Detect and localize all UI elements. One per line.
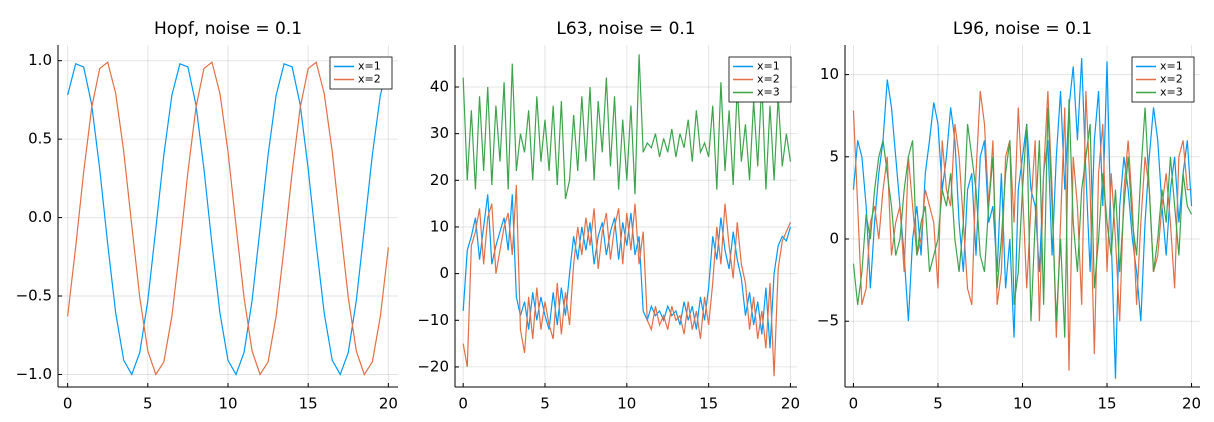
legend-label: x=3	[757, 86, 780, 99]
x-tick-label: 20	[1182, 395, 1201, 413]
chart-title: Hopf, noise = 0.1	[154, 19, 302, 39]
y-tick-label: −10	[417, 311, 449, 329]
y-tick-label: −5	[817, 312, 839, 330]
series-line	[67, 63, 389, 376]
x-tick-label: 0	[849, 395, 859, 413]
y-tick-label: 1.0	[28, 51, 52, 69]
x-tick-label: 0	[63, 395, 73, 413]
y-tick-label: 40	[430, 77, 449, 95]
series-line	[462, 184, 791, 377]
y-tick-label: −20	[417, 357, 449, 375]
x-tick-label: 20	[781, 395, 800, 413]
series-line	[852, 99, 1193, 338]
y-tick-label: −1.0	[16, 365, 52, 383]
x-tick-label: 10	[1013, 395, 1032, 413]
legend-label: x=1	[358, 60, 381, 73]
x-tick-label: 10	[617, 395, 636, 413]
series-line	[462, 54, 792, 200]
x-tick-label: 20	[379, 395, 398, 413]
x-tick-label: 5	[933, 395, 943, 413]
y-tick-label: 0	[829, 230, 839, 248]
x-tick-label: 0	[458, 395, 468, 413]
y-tick-label: 0	[439, 264, 449, 282]
y-tick-label: 10	[820, 65, 839, 83]
x-tick-label: 5	[143, 395, 153, 413]
y-tick-label: 5	[829, 147, 839, 165]
legend-label: x=2	[358, 73, 381, 86]
legend-label: x=1	[1160, 60, 1183, 73]
y-tick-label: 30	[430, 124, 449, 142]
x-tick-label: 15	[1097, 395, 1116, 413]
x-tick-label: 10	[218, 395, 237, 413]
chart-title: L63, noise = 0.1	[556, 19, 695, 39]
y-tick-label: 20	[430, 171, 449, 189]
legend-label: x=1	[757, 60, 780, 73]
y-tick-label: 0.5	[28, 130, 52, 148]
legend-label: x=2	[1160, 73, 1183, 86]
x-tick-label: 15	[699, 395, 718, 413]
series-line	[462, 194, 792, 349]
legend	[329, 56, 393, 90]
x-tick-label: 5	[540, 395, 550, 413]
y-tick-label: −0.5	[16, 287, 52, 305]
y-tick-label: 10	[430, 217, 449, 235]
y-tick-label: 0.0	[28, 208, 52, 226]
legend-label: x=2	[757, 73, 780, 86]
x-tick-label: 15	[299, 395, 318, 413]
legend-label: x=3	[1160, 86, 1183, 99]
series-line	[67, 61, 389, 376]
chart-title: L96, noise = 0.1	[953, 19, 1092, 39]
